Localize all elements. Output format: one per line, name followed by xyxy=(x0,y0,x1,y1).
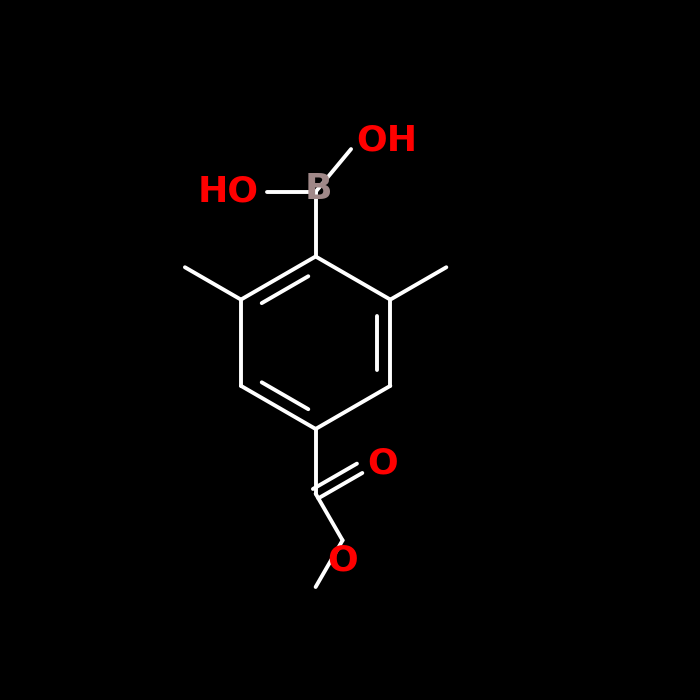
Text: O: O xyxy=(368,447,398,481)
Text: B: B xyxy=(304,172,332,206)
Text: OH: OH xyxy=(356,124,418,158)
Text: O: O xyxy=(327,543,358,577)
Text: HO: HO xyxy=(198,175,259,209)
